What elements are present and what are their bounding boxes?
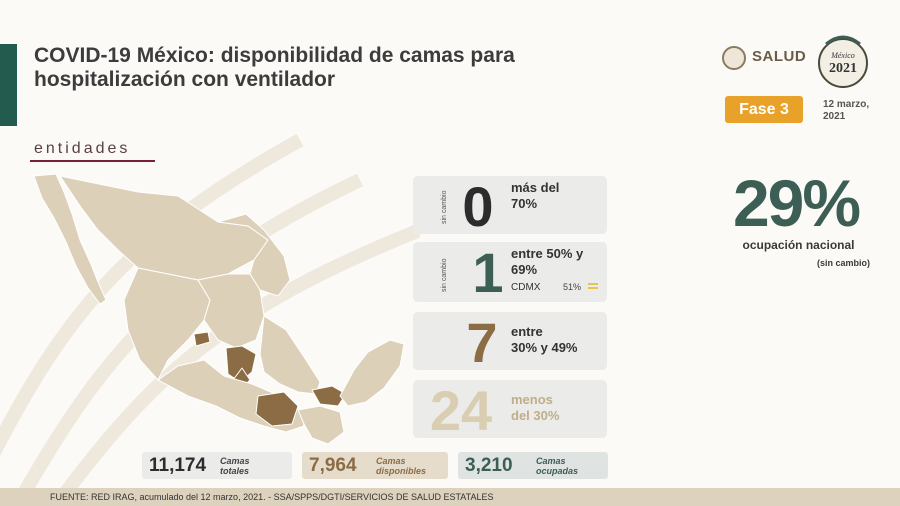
stat-label: Camas disponibles [376,456,426,476]
stat-total-beds: 11,174 Camas totales [142,452,292,479]
report-date: 12 marzo, 2021 [823,99,893,123]
page-title: COVID-19 México: disponibilidad de camas… [34,44,515,91]
stat-label-line-2: totales [220,466,250,476]
stat-label-line-1: Camas [376,456,406,466]
fase-badge: Fase 3 [725,96,803,123]
map-state-chiapas [297,405,345,445]
category-card-50-69: sin cambio 1 entre 50% y 69% CDMX 51% [413,241,607,304]
stat-value: 11,174 [149,455,207,476]
date-line-2: 2021 [823,111,846,122]
card-label-line-2: 70% [511,196,538,211]
stat-occupied-beds: 3,210 Camas ocupadas [458,452,608,479]
cdmx-value: 51% [563,282,582,292]
card-number: 0 [462,175,494,238]
stat-label-line-2: disponibles [376,466,427,476]
card-label: más del 70% [511,180,559,212]
map-state-highlight-oaxaca [255,391,299,427]
national-occupancy-label: ocupación nacional [742,238,855,252]
card-label-line-2: 30% y 49% [511,340,578,355]
map-state-highlight-tabasco [311,385,347,407]
map-state-gulf [259,315,321,395]
category-card-under-30: 24 menos del 30% [413,379,607,442]
cdmx-label: CDMX [511,282,541,293]
map-state-highlight-small [193,331,211,347]
salud-logo-text: SALUD [752,48,807,65]
card-tag: sin cambio [441,190,448,224]
accent-bar [0,44,17,126]
footer-bar [0,488,900,506]
mexico-2021-logo: México 2021 [818,35,868,88]
seal-icon [722,46,746,70]
national-occupancy-change: (sin cambio) [816,258,870,268]
map-state-central [197,273,265,349]
card-label-line-1: más del [511,180,560,195]
map-state-yucatan [339,339,405,407]
card-label: menos del 30% [511,392,559,424]
card-number: 24 [429,379,493,442]
date-line-1: 12 marzo, [823,99,870,110]
card-number: 1 [472,241,504,304]
card-number: 7 [466,311,498,374]
stat-label: Camas totales [220,456,250,476]
stat-available-beds: 7,964 Camas disponibles [302,452,448,479]
stat-label: Camas ocupadas [536,456,578,476]
card-label-line-2: 69% [511,262,538,277]
card-label-line-2: del 30% [511,408,560,423]
card-label-line-1: menos [511,392,553,407]
map-state-baja [33,173,107,305]
category-card-30-49: 7 entre 30% y 49% [413,311,607,374]
map-state-northeast [217,213,291,297]
logo-caption: México [830,51,855,60]
section-underline [30,160,155,162]
card-label: entre 50% y 69% [511,246,583,278]
stat-value: 3,210 [465,455,513,476]
salud-logo: SALUD [722,46,808,70]
mexico-map [33,173,405,445]
stat-label-line-2: ocupadas [536,466,579,476]
map-state-west [123,267,211,381]
logo-year: 2021 [829,61,857,76]
footer-source: FUENTE: RED IRAG, acumulado del 12 marzo… [50,492,494,502]
stat-value: 7,964 [309,455,357,476]
card-label-line-1: entre 50% y [511,246,584,261]
card-tag: sin cambio [441,258,448,292]
section-label: entidades [34,140,131,157]
map-state-highlight-center [225,345,257,383]
equal-icon [588,283,598,289]
national-occupancy-value: 29% [732,166,861,240]
card-label-line-1: entre [511,324,543,339]
stat-label-line-1: Camas [220,456,250,466]
card-label: entre 30% y 49% [511,324,578,356]
stat-label-line-1: Camas [536,456,566,466]
category-card-over-70: sin cambio 0 más del 70% [413,175,607,238]
